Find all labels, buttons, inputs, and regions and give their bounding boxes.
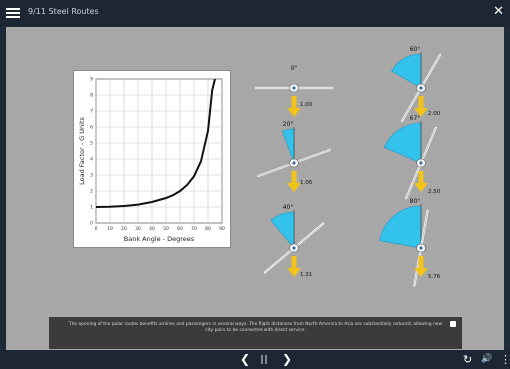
top-bar: 9/11 Steel Routes ✕ — [0, 0, 510, 26]
y-tick-label: 4 — [90, 157, 93, 163]
y-tick-label: 3 — [90, 173, 93, 179]
caption-text: The opening of the polar routes benefits… — [69, 322, 442, 333]
x-tick-label: 30 — [135, 226, 141, 232]
y-tick-label: 9 — [90, 77, 93, 83]
load-factor-chart: 0 10 20 30 40 50 60 70 80 90 0 1 2 3 4 5 6 7 8 9 Bank Angle … — [74, 71, 230, 247]
x-tick-label: 10 — [107, 226, 113, 232]
x-tick-label: 50 — [163, 226, 169, 232]
more-options-button[interactable]: ⋮ — [500, 353, 510, 366]
y-axis-label: Load Factor - G Units — [78, 117, 86, 185]
x-tick-label: 90 — [219, 226, 225, 232]
x-tick-label: 40 — [149, 226, 155, 232]
closed-caption-icon[interactable] — [450, 321, 456, 327]
hamburger-menu-icon[interactable] — [6, 6, 20, 20]
x-tick-label: 0 — [95, 226, 98, 232]
x-tick-label: 70 — [191, 226, 197, 232]
pause-icon[interactable] — [261, 355, 267, 364]
app-title: 9/11 Steel Routes — [28, 7, 99, 16]
y-tick-label: 2 — [90, 189, 93, 195]
bottom-bar: ❮ ❯ ↻ 🔊 ⋮ — [0, 350, 510, 369]
y-tick-label: 8 — [90, 93, 93, 99]
previous-button[interactable]: ❮ — [240, 352, 250, 366]
x-tick-label: 80 — [205, 226, 211, 232]
caption-box: The opening of the polar routes benefits… — [49, 317, 462, 349]
load-factor-chart-card: 0 10 20 30 40 50 60 70 80 90 0 1 2 3 4 5 6 7 8 9 Bank Angle … — [73, 70, 231, 248]
y-tick-label: 0 — [90, 221, 93, 227]
next-button[interactable]: ❯ — [282, 352, 292, 366]
y-tick-label: 7 — [90, 109, 93, 115]
close-button[interactable]: ✕ — [493, 4, 504, 19]
y-tick-label: 1 — [90, 205, 93, 211]
x-tick-label: 20 — [121, 226, 127, 232]
y-tick-label: 5 — [90, 141, 93, 147]
volume-button[interactable]: 🔊 — [481, 354, 492, 364]
y-tick-label: 6 — [90, 125, 93, 131]
replay-button[interactable]: ↻ — [463, 353, 472, 366]
x-axis-label: Bank Angle - Degrees — [124, 235, 195, 243]
x-tick-label: 60 — [177, 226, 183, 232]
